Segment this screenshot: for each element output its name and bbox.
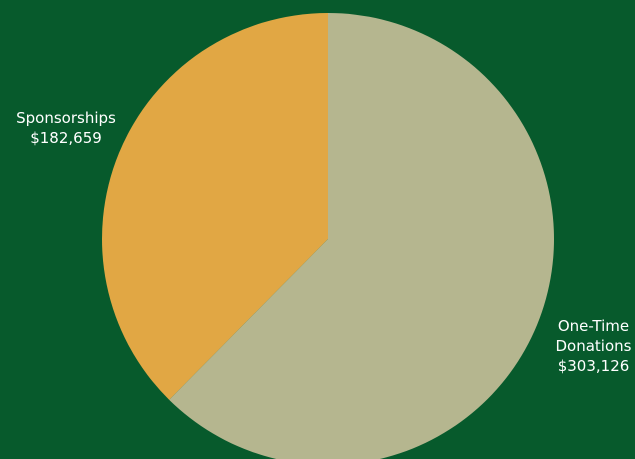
slice-label-one-time-donations: One-Time Donations $303,126	[546, 316, 635, 376]
slice-name-one-time-donations: One-Time Donations	[555, 317, 632, 355]
pie-slice-one-time-donations	[169, 13, 554, 459]
pie-slice-sponsorships	[102, 13, 328, 400]
slice-value-one-time-donations: $303,126	[557, 357, 630, 375]
slice-value-sponsorships: $182,659	[30, 129, 102, 147]
slice-label-sponsorships: Sponsorships $182,659	[6, 108, 126, 148]
slice-name-sponsorships: Sponsorships	[16, 109, 116, 127]
